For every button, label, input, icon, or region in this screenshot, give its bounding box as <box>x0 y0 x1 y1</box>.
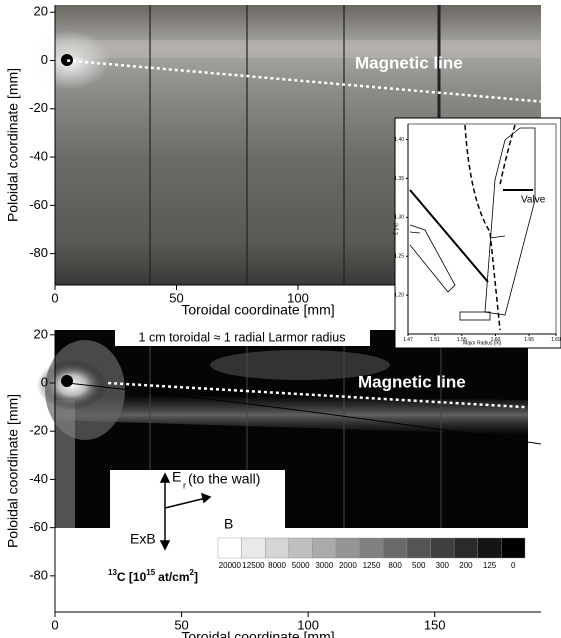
y-tick-label: 1.35 <box>394 176 404 182</box>
annotation: Magnetic line <box>358 372 466 391</box>
colorbar-swatch <box>501 537 526 559</box>
x-tick-label: 1.65 <box>524 337 534 343</box>
y-tick-label: 0 <box>41 52 48 67</box>
x-axis-label: Toroidal coordinate [mm] <box>181 302 334 318</box>
colorbar-swatch <box>241 537 266 559</box>
colorbar-swatch <box>430 537 455 559</box>
x-tick-label: 50 <box>174 618 188 633</box>
colorbar-title-part: C [10 <box>117 570 147 584</box>
y-tick-label: 20 <box>34 4 48 19</box>
colorbar-title-part: at/cm <box>158 570 189 584</box>
y-tick-label: 1.25 <box>394 254 404 260</box>
y-axis-label: Poloidal coordinate [mm] <box>5 68 21 222</box>
y-tick-label: -40 <box>29 149 48 164</box>
y-tick-label: -40 <box>29 471 48 486</box>
y-tick-label: -80 <box>29 567 48 582</box>
colorbar-swatch <box>288 537 313 559</box>
colorbar-title-part: ] <box>194 570 198 584</box>
colorbar-label: 1250 <box>363 561 381 570</box>
colorbar-title-part: 2 <box>190 568 195 577</box>
x-tick-label: 1.69 <box>551 337 561 343</box>
colorbar-label: 0 <box>511 561 516 570</box>
x-tick-label: 150 <box>424 618 446 633</box>
x-tick-label: 100 <box>297 618 319 633</box>
colorbar-swatch <box>359 537 384 559</box>
colorbar-label: 300 <box>436 561 450 570</box>
inset-frame <box>394 117 561 349</box>
colorbar-title-part: 13 <box>108 568 117 577</box>
y-tick-label: 20 <box>34 326 48 341</box>
x-tick-label: 1.60 <box>491 337 501 343</box>
x-tick-label: 0 <box>51 291 58 306</box>
y-tick-label: -60 <box>29 519 48 534</box>
x-axis-label: Major Radius [m] <box>463 340 501 346</box>
colorbar-swatch <box>477 537 502 559</box>
vector-label: B <box>224 516 233 532</box>
colorbar-swatch <box>335 537 360 559</box>
colorbar-label: 5000 <box>292 561 310 570</box>
colorbar-swatch <box>265 537 290 559</box>
inset: 1.40 1.35 1.30 1.25 1.20 1.47 1.51 1.55 1.60 1.65… <box>393 117 561 349</box>
marker-dot <box>61 54 73 66</box>
annotation: Magnetic line <box>355 53 463 72</box>
marker-dot <box>61 375 73 387</box>
y-tick-label: -20 <box>29 423 48 438</box>
colorbar-swatch <box>453 537 478 559</box>
colorbar-label: 20000 <box>219 561 242 570</box>
colorbar-label: 3000 <box>315 561 333 570</box>
magnetic-line <box>108 381 526 409</box>
colorbar-label: 200 <box>459 561 473 570</box>
colorbar-swatch <box>406 537 431 559</box>
y-tick-label: 0 <box>41 374 48 389</box>
y-axis-label: Poloidal coordinate [mm] <box>5 394 21 548</box>
vector-label: r <box>183 480 186 490</box>
colorbar-label: 8000 <box>268 561 286 570</box>
y-tick-label: 1.40 <box>394 137 404 143</box>
contour-level <box>55 400 75 528</box>
x-axis-label: Toroidal coordinate [mm] <box>181 629 334 638</box>
x-tick-label: 100 <box>287 291 309 306</box>
y-tick-label: -20 <box>29 100 48 115</box>
x-tick-label: 50 <box>169 291 183 306</box>
colorbar-swatch <box>312 537 337 559</box>
vector-label: E <box>172 469 181 485</box>
colorbar-title-part: 15 <box>146 568 155 577</box>
contour-level <box>210 350 390 380</box>
vector-label: ExB <box>130 531 156 547</box>
magnetic-line <box>67 59 542 103</box>
colorbar-label: 500 <box>412 561 426 570</box>
inset-geometry <box>409 124 536 331</box>
colorbar-label: 800 <box>388 561 402 570</box>
x-tick-label: 1.47 <box>403 337 413 343</box>
colorbar-label: 12500 <box>242 561 265 570</box>
colorbar-label: 125 <box>483 561 497 570</box>
x-tick-label: 0 <box>51 618 58 633</box>
y-tick-label: -80 <box>29 245 48 260</box>
x-tick-label: 1.55 <box>457 337 467 343</box>
chart-title: 1 cm toroidal ≈ 1 radial Larmor radius <box>139 330 346 344</box>
contour-blank <box>110 470 285 528</box>
x-tick-label: 1.51 <box>430 337 440 343</box>
colorbar-label: 2000 <box>339 561 357 570</box>
vector-label: (to the wall) <box>188 471 260 487</box>
colorbar-title: 13C [1015 at/cm2] <box>108 568 198 584</box>
y-tick-label: -60 <box>29 197 48 212</box>
colorbar-swatch <box>217 537 242 559</box>
vectors <box>159 472 212 551</box>
photo-band <box>55 40 541 58</box>
colorbar-swatch <box>383 537 408 559</box>
annotation: Valve <box>521 195 546 206</box>
y-axis-label: Z [m] <box>393 223 399 235</box>
title-box <box>115 328 370 346</box>
y-tick-label: 1.20 <box>394 292 404 298</box>
y-tick-label: 1.30 <box>394 215 404 221</box>
trajectory <box>66 382 542 445</box>
